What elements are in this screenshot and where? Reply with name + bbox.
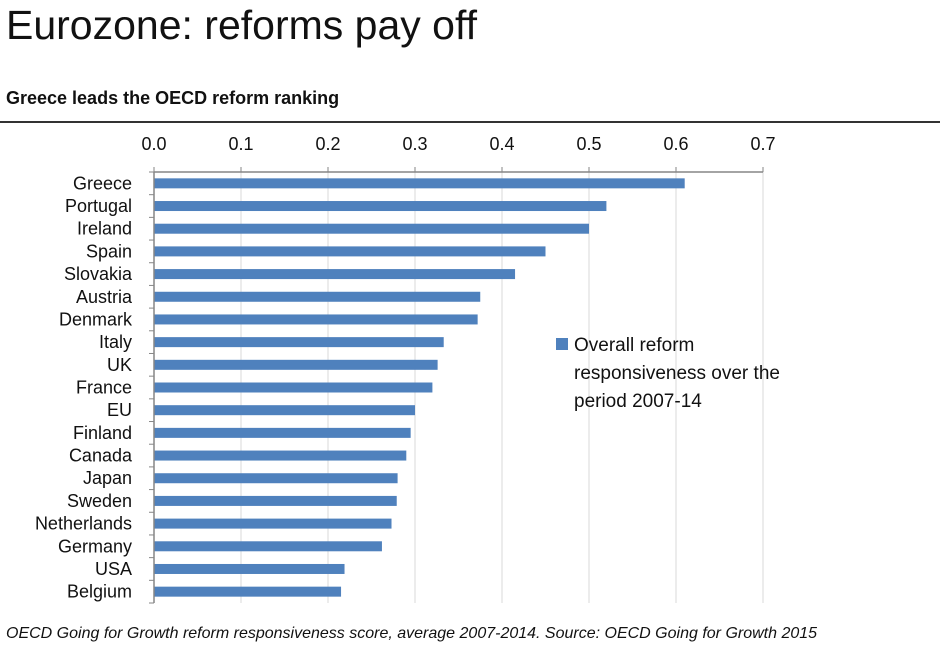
bar — [154, 473, 398, 484]
category-label: Finland — [73, 423, 132, 443]
category-label: EU — [107, 400, 132, 420]
legend-swatch — [556, 338, 568, 350]
header-rule — [0, 121, 940, 123]
bar — [154, 246, 546, 257]
x-tick-label: 0.3 — [402, 134, 427, 154]
bar — [154, 427, 411, 438]
x-tick-label: 0.5 — [576, 134, 601, 154]
bar — [154, 405, 415, 416]
bar — [154, 291, 481, 302]
x-tick-label: 0.2 — [315, 134, 340, 154]
legend-label: Overall reform — [574, 335, 694, 356]
bar — [154, 314, 478, 325]
legend: Overall reform responsiveness over the per… — [556, 335, 780, 412]
bar — [154, 541, 382, 552]
bars — [154, 178, 685, 597]
category-label: UK — [107, 355, 132, 375]
category-label: Greece — [73, 173, 132, 193]
x-tick-label: 0.6 — [663, 134, 688, 154]
category-label: Spain — [86, 241, 132, 261]
axes — [149, 167, 764, 604]
category-label: Portugal — [65, 196, 132, 216]
bar — [154, 359, 438, 370]
bar — [154, 450, 407, 461]
bar — [154, 586, 342, 597]
bar — [154, 518, 392, 529]
gridlines — [240, 172, 764, 603]
category-label: Sweden — [67, 491, 132, 511]
category-label: USA — [95, 559, 132, 579]
bar — [154, 269, 516, 280]
category-label: Belgium — [67, 582, 132, 602]
category-label: Slovakia — [64, 264, 133, 284]
legend-label: period 2007-14 — [574, 391, 702, 412]
x-tick-label: 0.0 — [141, 134, 166, 154]
bar — [154, 201, 607, 212]
category-label: Austria — [76, 287, 133, 307]
category-label: Canada — [69, 446, 133, 466]
x-tick-label: 0.1 — [228, 134, 253, 154]
bar — [154, 563, 345, 574]
x-tick-label: 0.4 — [489, 134, 514, 154]
category-label: Netherlands — [35, 514, 132, 534]
source-note: OECD Going for Growth reform responsiven… — [6, 625, 818, 642]
bar — [154, 382, 433, 393]
legend-label: responsiveness over the — [574, 363, 780, 384]
category-label: Germany — [58, 536, 132, 556]
category-label: Ireland — [77, 219, 132, 239]
category-label: Italy — [99, 332, 132, 352]
bar — [154, 178, 685, 189]
chart-subtitle: Greece leads the OECD reform ranking — [6, 88, 340, 108]
category-label: Japan — [83, 468, 132, 488]
bar — [154, 223, 589, 234]
x-axis-ticks: 0.0 0.1 0.2 0.3 0.4 0.5 0.6 0.7 — [141, 134, 775, 154]
category-label: France — [76, 378, 132, 398]
bar — [154, 337, 444, 348]
bar-chart: 0.0 0.1 0.2 0.3 0.4 0.5 0.6 0.7 Greece Portugal I… — [35, 134, 780, 604]
x-tick-label: 0.7 — [750, 134, 775, 154]
page-title: Eurozone: reforms pay off — [6, 2, 477, 48]
category-label: Denmark — [59, 309, 133, 329]
bar — [154, 495, 397, 506]
